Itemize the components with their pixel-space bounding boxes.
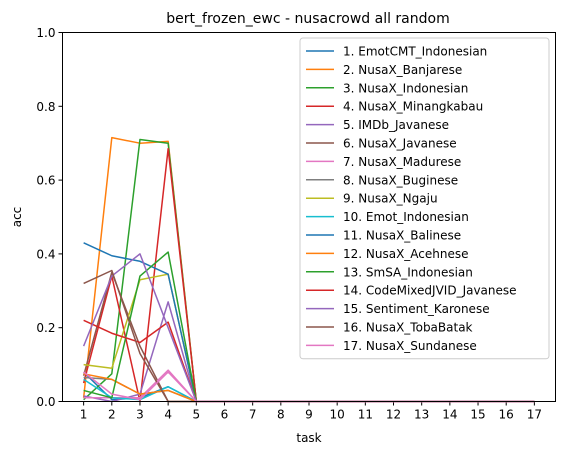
legend-item: 10. Emot_Indonesian bbox=[306, 210, 469, 224]
x-tick-label: 9 bbox=[305, 408, 313, 422]
legend-item: 4. NusaX_Minangkabau bbox=[306, 100, 483, 114]
legend-label: 7. NusaX_Madurese bbox=[343, 155, 461, 169]
legend-item: 2. NusaX_Banjarese bbox=[306, 63, 462, 77]
legend-label: 14. CodeMixedJVID_Javanese bbox=[343, 284, 517, 298]
legend-item: 1. EmotCMT_Indonesian bbox=[306, 45, 487, 59]
legend-label: 9. NusaX_Ngaju bbox=[343, 192, 438, 206]
x-tick-label: 2 bbox=[108, 408, 116, 422]
y-axis-ticks: 0.0 0.2 0.4 0.6 0.8 1.0 bbox=[36, 26, 63, 409]
legend-label: 1. EmotCMT_Indonesian bbox=[343, 45, 487, 59]
x-tick-label: 1 bbox=[80, 408, 88, 422]
x-tick-label: 6 bbox=[221, 408, 229, 422]
legend-label: 12. NusaX_Acehnese bbox=[343, 247, 469, 261]
legend: 1. EmotCMT_Indonesian 2. NusaX_Banjarese 3… bbox=[299, 37, 550, 360]
legend-label: 6. NusaX_Javanese bbox=[343, 137, 457, 151]
x-axis-label: task bbox=[296, 431, 321, 445]
legend-item: 12. NusaX_Acehnese bbox=[306, 247, 469, 261]
chart-title: bert_frozen_ewc - nusacrowd all random bbox=[166, 11, 449, 27]
legend-label: 13. SmSA_Indonesian bbox=[343, 265, 473, 279]
legend-label: 11. NusaX_Balinese bbox=[343, 229, 461, 243]
legend-label: 15. Sentiment_Karonese bbox=[343, 302, 490, 316]
legend-label: 8. NusaX_Buginese bbox=[343, 173, 458, 187]
x-tick-label: 17 bbox=[527, 408, 542, 422]
legend-label: 16. NusaX_TobaBatak bbox=[343, 321, 473, 335]
x-tick-label: 7 bbox=[249, 408, 257, 422]
x-axis-ticks: 1 2 3 4 5 6 7 8 9 10 11 12 13 14 15 16 17 bbox=[80, 401, 542, 422]
legend-item: 11. NusaX_Balinese bbox=[306, 229, 461, 243]
x-tick-label: 14 bbox=[442, 408, 457, 422]
x-tick-label: 4 bbox=[164, 408, 172, 422]
legend-item: 8. NusaX_Buginese bbox=[306, 173, 458, 187]
y-tick-label: 0.8 bbox=[36, 100, 55, 114]
x-tick-label: 8 bbox=[277, 408, 285, 422]
legend-item: 15. Sentiment_Karonese bbox=[306, 302, 490, 316]
legend-item: 6. NusaX_Javanese bbox=[306, 137, 457, 151]
x-tick-label: 5 bbox=[192, 408, 200, 422]
x-tick-label: 12 bbox=[386, 408, 401, 422]
legend-box bbox=[299, 37, 550, 360]
legend-label: 2. NusaX_Banjarese bbox=[343, 63, 462, 77]
legend-item: 16. NusaX_TobaBatak bbox=[306, 321, 473, 335]
legend-label: 17. NusaX_Sundanese bbox=[343, 339, 477, 353]
legend-label: 3. NusaX_Indonesian bbox=[343, 81, 468, 95]
y-tick-label: 0.0 bbox=[36, 395, 55, 409]
legend-item: 5. IMDb_Javanese bbox=[306, 118, 449, 132]
legend-label: 10. Emot_Indonesian bbox=[343, 210, 469, 224]
legend-item: 7. NusaX_Madurese bbox=[306, 155, 461, 169]
legend-item: 9. NusaX_Ngaju bbox=[306, 192, 438, 206]
x-tick-label: 11 bbox=[358, 408, 373, 422]
axes-frame bbox=[62, 32, 556, 402]
legend-item: 17. NusaX_Sundanese bbox=[306, 339, 477, 353]
y-tick-label: 1.0 bbox=[36, 26, 55, 40]
y-tick-label: 0.6 bbox=[36, 174, 55, 188]
legend-item: 14. CodeMixedJVID_Javanese bbox=[306, 284, 517, 298]
legend-item: 13. SmSA_Indonesian bbox=[306, 265, 473, 279]
x-tick-label: 10 bbox=[330, 408, 345, 422]
x-tick-label: 16 bbox=[499, 408, 514, 422]
x-tick-label: 13 bbox=[414, 408, 429, 422]
legend-label: 5. IMDb_Javanese bbox=[343, 118, 449, 132]
y-tick-label: 0.4 bbox=[36, 247, 55, 261]
y-tick-label: 0.2 bbox=[36, 321, 55, 335]
legend-item: 3. NusaX_Indonesian bbox=[306, 81, 468, 95]
x-tick-label: 3 bbox=[136, 408, 144, 422]
legend-label: 4. NusaX_Minangkabau bbox=[343, 100, 483, 114]
y-axis-label: acc bbox=[10, 207, 24, 228]
x-tick-label: 15 bbox=[470, 408, 485, 422]
